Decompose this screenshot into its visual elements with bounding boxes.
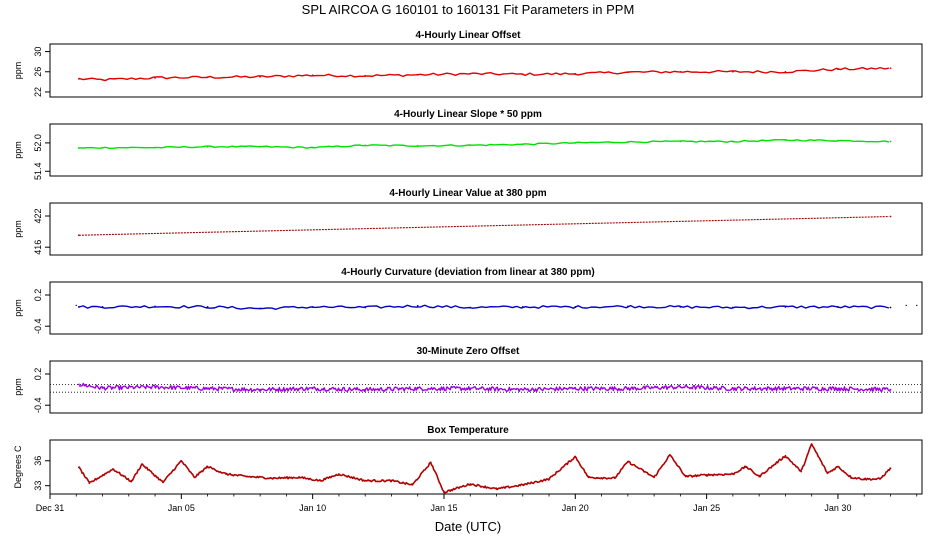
panel-title: 4-Hourly Curvature (deviation from linea… (341, 267, 594, 278)
data-point (889, 67, 892, 70)
y-axis-label: Degrees C (13, 445, 23, 489)
series-line (78, 66, 889, 82)
panel-title: Box Temperature (427, 425, 509, 436)
series-line (78, 138, 890, 149)
y-tick-label: -0.4 (33, 397, 43, 413)
chart-title: SPL AIRCOA G 160101 to 160131 Fit Parame… (302, 2, 635, 17)
outlier-point (905, 304, 907, 307)
y-axis: -0.4 0.2 (33, 368, 50, 413)
panel-title: 4-Hourly Linear Offset (415, 30, 521, 41)
panel-2: 4-Hourly Linear Slope * 50 ppm 51.4 52.0 pp… (13, 109, 923, 180)
panel-frame (49, 123, 923, 177)
x-tick-label: Jan 25 (693, 503, 720, 513)
x-tick-label: Jan 05 (168, 503, 195, 513)
y-axis-label: ppm (13, 220, 23, 238)
outlier-point (75, 304, 77, 307)
panel-3: 4-Hourly Linear Value at 380 ppm 416 422 pp… (13, 188, 923, 256)
panel-1: 4-Hourly Linear Offset 22 26 30 ppm (13, 30, 923, 98)
y-tick-label: 22 (33, 87, 43, 97)
x-tick-label: Jan 30 (824, 503, 851, 513)
panel-6: Box Temperature 33 36 Degrees C (13, 425, 923, 495)
panel-5: 30-Minute Zero Offset -0.4 0.2 ppm (13, 346, 923, 414)
y-tick-label: 51.4 (33, 163, 43, 181)
y-axis: 22 26 30 (33, 47, 50, 97)
data-point (889, 215, 892, 218)
data-point (889, 388, 892, 391)
panel-title: 4-Hourly Linear Value at 380 ppm (389, 188, 546, 199)
panel-frame (49, 43, 923, 98)
y-tick-label: 0.2 (33, 368, 43, 381)
panel-frame (49, 360, 923, 414)
series-line (78, 304, 890, 310)
panel-frame (49, 202, 923, 256)
series-line (78, 443, 892, 494)
data-point (889, 140, 892, 143)
y-tick-label: 36 (33, 456, 43, 466)
y-axis-label: ppm (13, 299, 23, 317)
y-axis: -0.4 0.2 (33, 289, 50, 334)
x-axis-label: Date (UTC) (435, 519, 501, 534)
x-tick-label: Jan 20 (562, 503, 589, 513)
series-line (78, 382, 891, 393)
data-point (77, 383, 80, 386)
y-tick-label: 30 (33, 47, 43, 57)
y-axis-label: ppm (13, 141, 23, 159)
x-tick-label: Dec 31 (36, 503, 65, 513)
x-axis: Dec 31 Jan 05 Jan 10 Jan 15 Jan 20 Jan 25 Jan … (36, 494, 918, 513)
y-tick-label: 0.2 (33, 289, 43, 302)
y-axis: 51.4 52.0 (33, 134, 50, 180)
y-tick-label: 52.0 (33, 134, 43, 152)
x-tick-label: Jan 10 (299, 503, 326, 513)
y-tick-label: 416 (33, 240, 43, 255)
x-tick-label: Jan 15 (430, 503, 457, 513)
y-tick-label: 33 (33, 481, 43, 491)
y-axis: 416 422 (33, 208, 50, 255)
y-tick-label: 422 (33, 208, 43, 223)
y-tick-label: -0.4 (33, 318, 43, 334)
y-tick-label: 26 (33, 67, 43, 77)
outlier-point (916, 304, 918, 307)
chart-panels: 4-Hourly Linear Offset222630ppm4-Hourly … (13, 30, 923, 495)
data-point (889, 306, 892, 309)
panel-title: 30-Minute Zero Offset (417, 346, 520, 357)
y-axis-label: ppm (13, 378, 23, 396)
panel-frame (49, 281, 923, 335)
series-line (78, 216, 889, 236)
panel-frame (49, 439, 923, 495)
y-axis: 33 36 (33, 456, 50, 491)
panel-4: 4-Hourly Curvature (deviation from linea… (13, 267, 923, 335)
panel-title: 4-Hourly Linear Slope * 50 ppm (394, 109, 542, 120)
y-axis-label: ppm (13, 62, 23, 80)
